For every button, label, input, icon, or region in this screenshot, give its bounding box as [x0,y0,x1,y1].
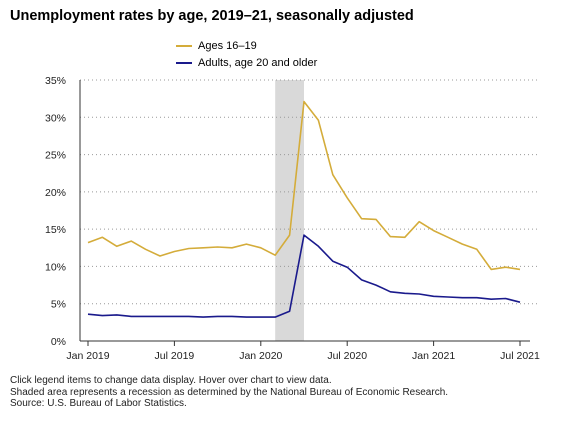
chart-title: Unemployment rates by age, 2019–21, seas… [10,8,414,24]
y-tick-label: 25% [45,150,66,162]
x-tick-label: Jan 2021 [412,350,455,362]
legend-swatch-adults [176,61,192,64]
recession-shading [275,80,304,341]
legend-swatch-teens [176,44,192,47]
chart-notes: Click legend items to change data displa… [10,375,448,410]
y-tick-label: 20% [45,187,66,199]
x-tick-label: Jan 2020 [239,350,282,362]
y-tick-label: 5% [51,299,66,311]
note-source: Source: U.S. Bureau of Labor Statistics. [10,398,187,409]
x-tick-label: Jul 2019 [155,350,195,362]
y-tick-label: 30% [45,112,66,124]
y-tick-label: 10% [45,261,66,273]
chart-legend: Ages 16–19 Adults, age 20 and older [176,37,317,71]
line-chart[interactable]: 0% 5% 10% 15% 20% 25% 30% 35% Jan 2019 Jul 2019 Ja… [0,0,580,372]
legend-item-adults[interactable]: Adults, age 20 and older [176,54,317,71]
legend-label-teens: Ages 16–19 [198,39,257,52]
note-instructions: Click legend items to change data displa… [10,375,332,386]
series-line-adults[interactable] [87,234,521,318]
y-tick-label: 0% [51,336,66,348]
legend-label-adults: Adults, age 20 and older [198,56,318,69]
y-tick-label: 35% [45,75,66,87]
x-tick-label: Jan 2019 [66,350,109,362]
note-recession: Shaded area represents a recession as de… [10,386,449,398]
y-tick-label: 15% [45,224,66,236]
series-line-teens[interactable] [87,100,521,271]
legend-item-teens[interactable]: Ages 16–19 [176,37,317,54]
x-tick-label: Jul 2020 [327,350,367,362]
x-tick-label: Jul 2021 [500,350,540,362]
